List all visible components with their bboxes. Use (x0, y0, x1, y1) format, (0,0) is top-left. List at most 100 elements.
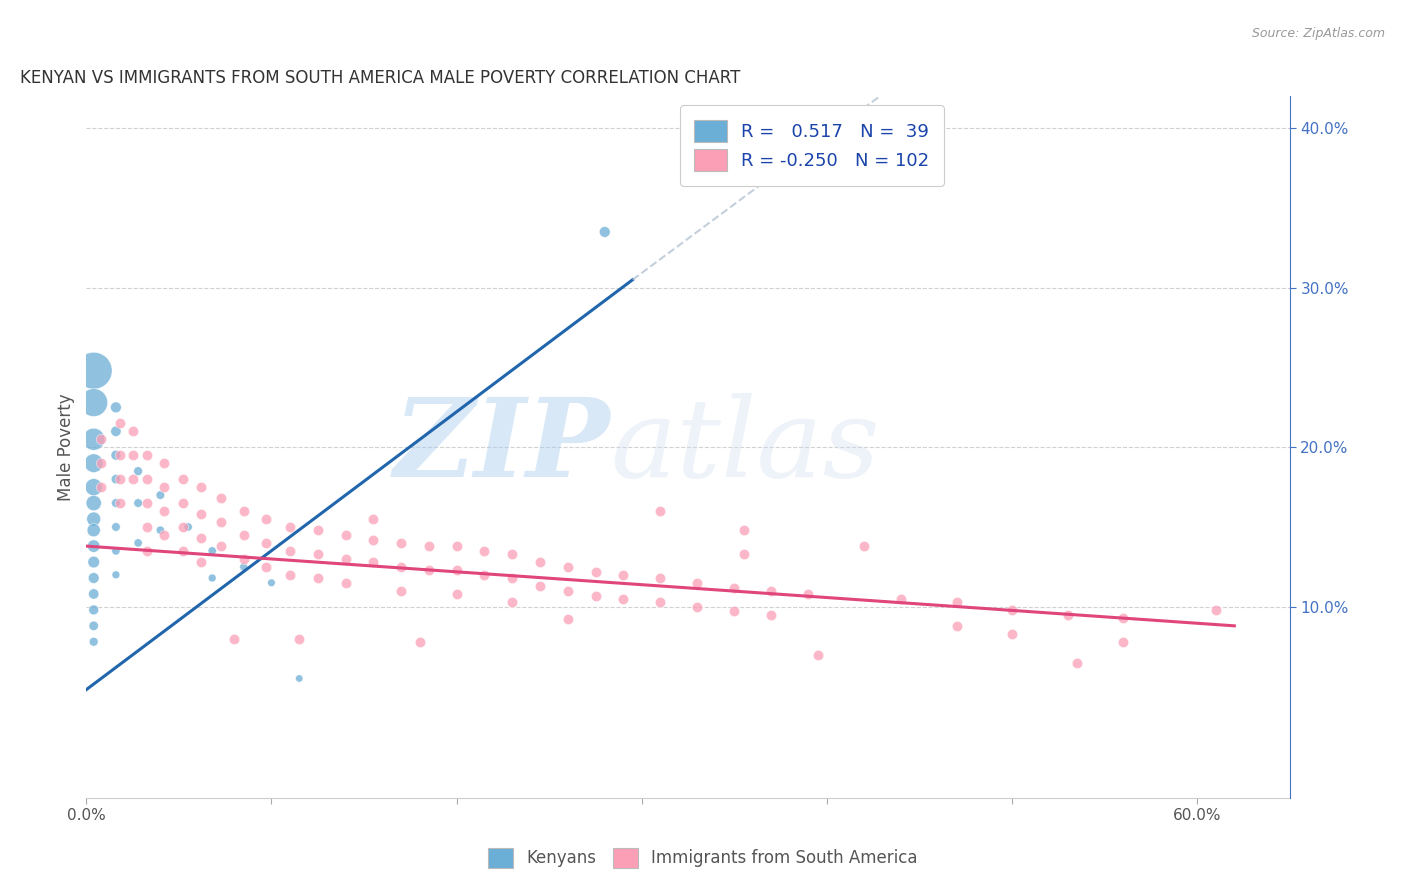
Point (733, 547, 755, 561)
Point (127, 496, 149, 510)
Point (211, 491, 233, 506)
Point (190, 480, 212, 494)
Point (153, 480, 176, 494)
Point (853, 539, 876, 553)
Point (83, 512, 105, 526)
Point (190, 555, 212, 569)
Point (254, 512, 277, 526)
Point (83, 364, 105, 378)
Point (723, 605, 745, 619)
Point (153, 504, 176, 518)
Point (232, 559, 254, 574)
Point (761, 607, 783, 622)
Point (446, 587, 468, 601)
Point (83, 432, 105, 446)
Point (612, 591, 634, 606)
Point (1056, 607, 1078, 622)
Point (446, 563, 468, 577)
Point (945, 619, 967, 633)
Point (260, 575, 283, 590)
Point (90, 432, 112, 446)
Point (83, 480, 105, 494)
Point (136, 472, 159, 486)
Point (232, 504, 254, 518)
Point (108, 417, 131, 431)
Point (501, 571, 523, 585)
Point (288, 672, 311, 686)
Point (83, 587, 105, 601)
Point (83, 539, 105, 553)
Point (890, 591, 912, 606)
Point (127, 536, 149, 550)
Point (761, 583, 783, 598)
Point (136, 496, 159, 510)
Point (83, 603, 105, 617)
Point (446, 539, 468, 553)
Point (108, 448, 131, 462)
Point (363, 533, 385, 547)
Point (650, 595, 672, 609)
Point (557, 583, 579, 598)
Point (474, 567, 496, 582)
Point (232, 552, 254, 566)
Point (945, 595, 967, 609)
Point (585, 565, 607, 579)
Point (585, 589, 607, 603)
Y-axis label: Male Poverty: Male Poverty (58, 393, 75, 501)
Point (723, 581, 745, 595)
Point (136, 448, 159, 462)
Point (363, 555, 385, 569)
Point (127, 464, 149, 478)
Point (1001, 627, 1024, 641)
Point (557, 559, 579, 574)
Point (149, 523, 172, 537)
Point (1112, 634, 1135, 648)
Point (104, 472, 127, 486)
Point (1205, 603, 1227, 617)
Point (121, 448, 143, 462)
Point (136, 520, 159, 534)
Point (686, 599, 709, 614)
Point (104, 567, 127, 582)
Point (288, 632, 311, 646)
Legend: Kenyans, Immigrants from South America: Kenyans, Immigrants from South America (481, 841, 925, 875)
Point (389, 559, 412, 574)
Point (153, 528, 176, 542)
Point (1066, 656, 1088, 670)
Point (1112, 611, 1135, 625)
Point (335, 552, 357, 566)
Point (83, 496, 105, 510)
Point (172, 472, 194, 486)
Point (389, 536, 412, 550)
Point (172, 520, 194, 534)
Point (83, 456, 105, 470)
Point (172, 496, 194, 510)
Point (335, 575, 357, 590)
Point (593, 225, 616, 239)
Legend: R =   0.517   N =  39, R = -0.250   N = 102: R = 0.517 N = 39, R = -0.250 N = 102 (681, 105, 943, 186)
Point (83, 634, 105, 648)
Point (278, 520, 301, 534)
Point (211, 515, 233, 529)
Point (733, 523, 755, 537)
Point (190, 507, 212, 521)
Point (529, 579, 551, 593)
Point (686, 575, 709, 590)
Point (104, 401, 127, 415)
Point (501, 595, 523, 609)
Point (211, 539, 233, 553)
Point (177, 520, 200, 534)
Point (224, 632, 246, 646)
Point (121, 472, 143, 486)
Point (108, 496, 131, 510)
Point (90, 480, 112, 494)
Point (389, 583, 412, 598)
Point (418, 563, 440, 577)
Point (190, 531, 212, 545)
Point (418, 539, 440, 553)
Point (307, 523, 329, 537)
Point (201, 571, 224, 585)
Point (201, 544, 224, 558)
Point (408, 634, 430, 648)
Point (108, 472, 131, 486)
